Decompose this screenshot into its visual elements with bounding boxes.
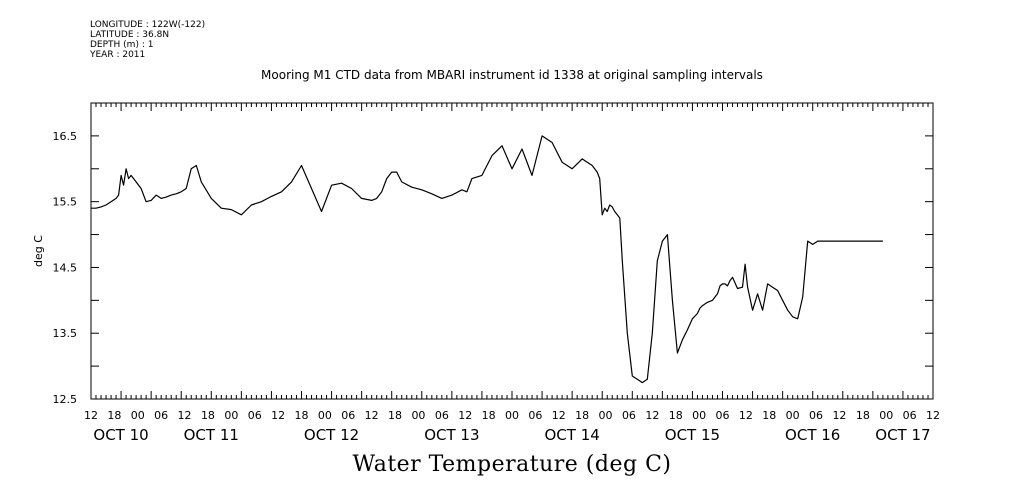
y-tick-label: 15.5: [53, 196, 78, 209]
date-label: OCT 12: [304, 426, 359, 444]
x-tick-label: 00: [879, 409, 893, 422]
x-tick-label: 18: [201, 409, 215, 422]
x-tick-label: 18: [482, 409, 496, 422]
x-tick-label: 18: [856, 409, 870, 422]
x-tick-label: 06: [154, 409, 168, 422]
metadata-block: LONGITUDE : 122W(-122) LATITUDE : 36.8N …: [90, 20, 205, 60]
x-tick-label: 12: [645, 409, 659, 422]
x-tick-label: 12: [832, 409, 846, 422]
y-tick-label: 16.5: [53, 130, 78, 143]
y-tick-label: 13.5: [53, 327, 78, 340]
longitude-label: LONGITUDE : 122W(-122): [90, 20, 206, 30]
x-tick-label: 00: [692, 409, 706, 422]
x-tick-label: 18: [669, 409, 683, 422]
x-tick-label: 12: [178, 409, 192, 422]
depth-label: DEPTH (m) : 1: [90, 40, 154, 50]
x-tick-label: 12: [365, 409, 379, 422]
chart-title: Mooring M1 CTD data from MBARI instrumen…: [261, 68, 763, 82]
x-tick-label: 00: [224, 409, 238, 422]
latitude-label: LATITUDE : 36.8N: [90, 30, 170, 40]
y-axis-label: deg C: [32, 235, 45, 267]
x-tick-label: 12: [926, 409, 940, 422]
x-axis-label: Water Temperature (deg C): [352, 452, 672, 477]
x-tick-label: 00: [131, 409, 145, 422]
y-tick-label: 12.5: [53, 393, 78, 406]
temperature-series-line: [91, 135, 883, 384]
x-tick-label: 06: [622, 409, 636, 422]
x-tick-label: 00: [318, 409, 332, 422]
x-tick-label: 06: [716, 409, 730, 422]
x-tick-label: 06: [341, 409, 355, 422]
x-tick-label: 12: [271, 409, 285, 422]
date-label: OCT 11: [184, 426, 239, 444]
x-tick-label: 06: [528, 409, 542, 422]
x-tick-label: 00: [599, 409, 613, 422]
x-tick-label: 06: [903, 409, 917, 422]
x-tick-label: 06: [809, 409, 823, 422]
x-tick-label: 18: [295, 409, 309, 422]
x-tick-label: 12: [458, 409, 472, 422]
date-label: OCT 15: [665, 426, 720, 444]
x-tick-label: 12: [552, 409, 566, 422]
x-tick-label: 00: [505, 409, 519, 422]
x-tick-label: 06: [248, 409, 262, 422]
x-tick-label: 06: [435, 409, 449, 422]
x-tick-label: 18: [762, 409, 776, 422]
date-label: OCT 13: [424, 426, 479, 444]
x-tick-label: 00: [786, 409, 800, 422]
year-label: YEAR : 2011: [90, 50, 146, 60]
date-label: OCT 14: [544, 426, 599, 444]
x-tick-label: 12: [84, 409, 98, 422]
date-label: OCT 17: [875, 426, 930, 444]
date-label: OCT 16: [785, 426, 840, 444]
x-tick-label: 18: [388, 409, 402, 422]
x-tick-label: 12: [739, 409, 753, 422]
x-tick-label: 18: [575, 409, 589, 422]
date-label: OCT 10: [93, 426, 148, 444]
x-tick-label: 18: [107, 409, 121, 422]
x-tick-label: 00: [411, 409, 425, 422]
y-tick-label: 14.5: [53, 261, 78, 274]
